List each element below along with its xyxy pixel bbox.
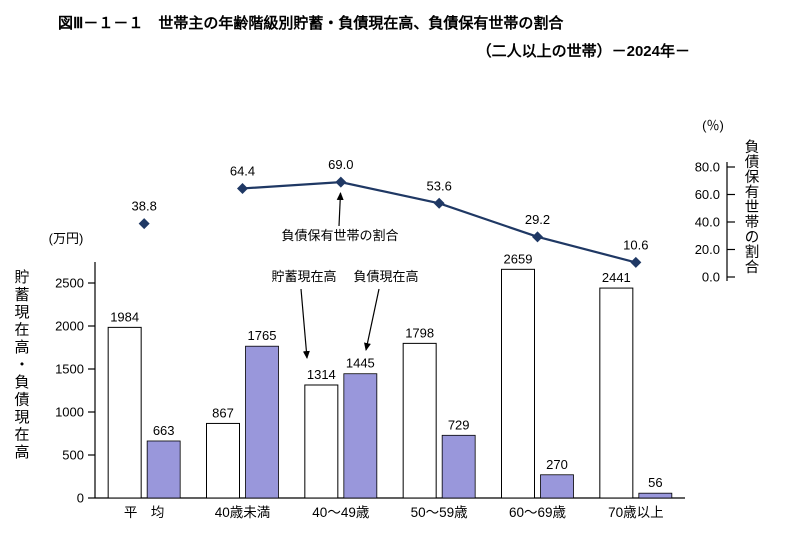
- left-axis-title-char: ・: [14, 357, 29, 374]
- right-axis-tick-label: 20.0: [695, 242, 720, 257]
- ratio-value-label: 53.6: [427, 178, 452, 193]
- savings-value-label: 1984: [110, 309, 139, 324]
- left-axis-title-char: 高: [14, 444, 29, 461]
- left-axis-tick-label: 1500: [55, 362, 84, 377]
- right-axis-title-char: 債: [745, 154, 760, 171]
- ratio-value-label: 29.2: [525, 212, 550, 227]
- ratio-value-label: 10.6: [623, 237, 648, 252]
- savings-value-label: 1798: [405, 325, 434, 340]
- liabilities-annotation: 負債現在高: [353, 269, 418, 284]
- right-axis-tick-label: 40.0: [695, 215, 720, 230]
- left-axis-unit: (万円): [49, 231, 84, 246]
- right-axis-title-char: 負: [745, 139, 760, 156]
- left-axis-title: 貯蓄現在高・負債現在高: [14, 269, 29, 461]
- right-axis-title-char: 有: [745, 184, 760, 201]
- left-axis-title-char: 蓄: [14, 287, 29, 304]
- liabilities-value-label: 1765: [248, 328, 277, 343]
- left-axis-tick-labels: 0 500 1000 1500 2000 2500: [55, 276, 84, 506]
- left-axis-tick-label: 500: [62, 448, 84, 463]
- ratio-markers: 38.8 64.4 69.0 53.6 29.2 10.6: [132, 157, 648, 268]
- left-axis-tick-label: 2000: [55, 319, 84, 334]
- right-axis-title-char: 帯: [745, 214, 760, 231]
- left-axis-title-char: 現: [14, 304, 29, 321]
- right-axis-title-char: 割: [745, 244, 760, 261]
- category-label: 平 均: [124, 505, 165, 520]
- savings-bars: [107, 268, 634, 499]
- category-label: 50～59歳: [411, 505, 469, 520]
- savings-annotation: 貯蓄現在高: [271, 269, 336, 284]
- liabilities-bar: [343, 373, 378, 499]
- savings-value-label: 1314: [307, 367, 336, 382]
- right-axis-tick-labels: 0.0 20.0 40.0 60.0 80.0: [695, 160, 720, 285]
- liabilities-value-label: 1445: [346, 356, 375, 371]
- right-axis-title: 負債保有世帯の割合: [745, 139, 760, 276]
- liabilities-value-label: 663: [153, 423, 175, 438]
- category-label: 40歳未満: [215, 505, 271, 520]
- savings-bar: [599, 287, 634, 499]
- savings-value-label: 2441: [602, 270, 631, 285]
- ratio-marker: [138, 218, 150, 230]
- right-axis-tick-label: 60.0: [695, 187, 720, 202]
- liabilities-bar: [441, 434, 476, 499]
- category-label: 60～69歳: [509, 505, 567, 520]
- savings-value-label: 867: [212, 405, 234, 420]
- right-axis-title-char: 合: [745, 259, 760, 276]
- left-axis-title-char: 在: [14, 322, 29, 339]
- left-axis-title-char: 在: [14, 427, 29, 444]
- savings-bar: [107, 326, 142, 499]
- ratio-annotation-arrow: [336, 192, 344, 227]
- right-axis-title-char: の: [745, 230, 760, 246]
- left-axis-title-char: 現: [14, 409, 29, 426]
- left-axis-title-char: 貯: [14, 269, 29, 286]
- right-axis-tick-label: 80.0: [695, 160, 720, 175]
- ratio-marker: [237, 182, 248, 194]
- liabilities-bar: [146, 440, 181, 499]
- right-axis-unit: (％): [702, 118, 724, 133]
- liabilities-value-label: 729: [448, 417, 470, 432]
- liabilities-bars: [146, 345, 673, 499]
- liabilities-bar: [638, 492, 673, 499]
- ratio-line: [242, 181, 637, 264]
- left-axis-title-char: 債: [14, 392, 29, 409]
- ratio-value-label: 69.0: [328, 157, 353, 172]
- savings-bar: [501, 268, 535, 499]
- ratio-marker: [630, 256, 642, 268]
- liabilities-value-label: 270: [546, 457, 568, 472]
- ratio-value-label: 64.4: [230, 163, 255, 178]
- left-axis-tick-label: 1000: [55, 405, 84, 420]
- savings-bar: [304, 384, 339, 499]
- left-axis-title-char: 負: [14, 374, 29, 391]
- liabilities-annotation-arrow: [364, 288, 380, 351]
- liabilities-bar: [245, 345, 279, 499]
- right-axis-title-char: 世: [745, 199, 760, 216]
- ratio-marker: [335, 176, 347, 188]
- axes: [88, 162, 735, 499]
- savings-value-label: 2659: [504, 251, 533, 266]
- ratio-marker: [433, 197, 445, 209]
- left-axis-tick-label: 0: [77, 491, 84, 506]
- savings-bar: [206, 422, 240, 499]
- figure-title: 図Ⅲ－１－１ 世帯主の年齢階級別貯蓄・負債現在高、負債保有世帯の割合: [58, 15, 564, 32]
- ratio-value-label: 38.8: [132, 199, 157, 214]
- savings-bar: [402, 342, 437, 499]
- category-label: 70歳以上: [608, 505, 664, 520]
- savings-annotation-arrow: [300, 288, 310, 359]
- liabilities-bar: [540, 474, 574, 499]
- bar-value-labels: 1984 867 1314 1798 2659 2441 663 1765 1445 729 270…: [110, 251, 662, 490]
- figure-subtitle: （二人以上の世帯）－2024年－: [476, 43, 690, 60]
- ratio-annotation: 負債保有世帯の割合: [281, 228, 398, 243]
- liabilities-value-label: 56: [648, 475, 662, 490]
- right-axis-tick-label: 0.0: [702, 270, 720, 285]
- category-labels: 平 均 40歳未満 40～49歳 50～59歳 60～69歳 70歳以上: [124, 505, 664, 520]
- ratio-marker: [532, 231, 543, 243]
- right-axis-title-char: 保: [745, 169, 760, 186]
- category-label: 40～49歳: [312, 505, 370, 520]
- left-axis-title-char: 高: [14, 339, 29, 356]
- left-axis-tick-label: 2500: [55, 276, 84, 291]
